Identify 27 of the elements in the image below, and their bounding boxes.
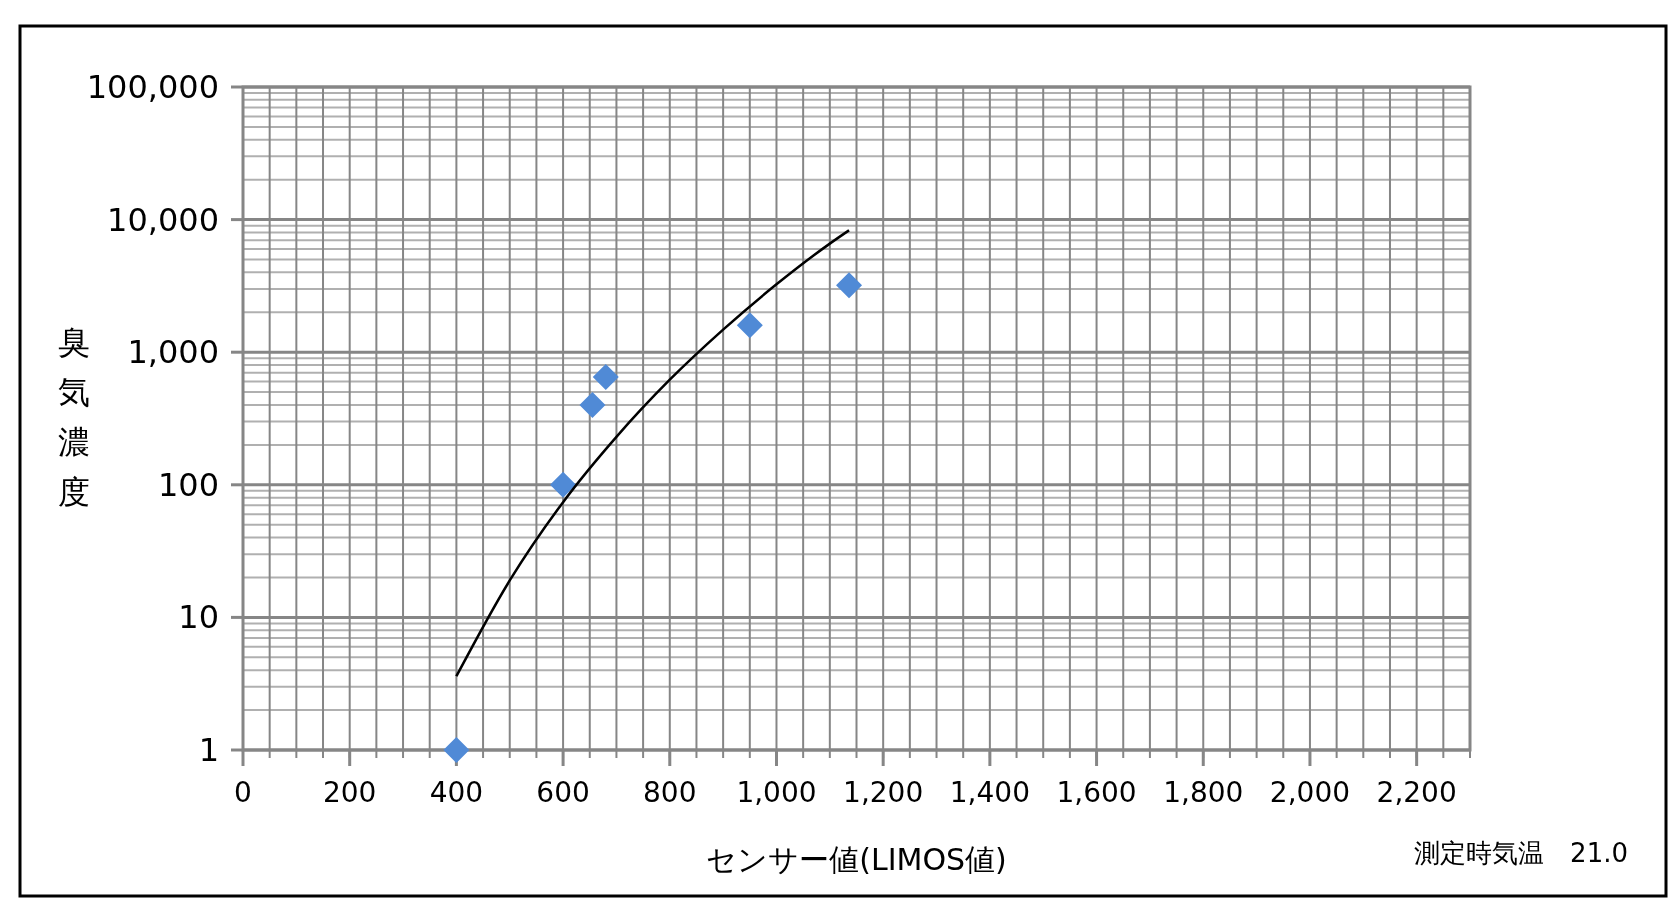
x-tick-label: 2,200	[1376, 776, 1457, 809]
x-tick-label: 0	[234, 776, 252, 809]
point	[736, 312, 763, 339]
y-tick-label: 10	[178, 598, 219, 637]
point	[579, 391, 606, 418]
x-tick-label: 200	[322, 776, 377, 809]
x-tick-label: 1,400	[949, 776, 1030, 809]
x-tick-label: 1,200	[843, 776, 924, 809]
point	[836, 272, 863, 299]
y-tick-label: 10,000	[107, 200, 219, 239]
x-tick-label: 1,600	[1056, 776, 1137, 809]
y-tick-label: 100,000	[86, 68, 219, 106]
x-tick-label: 1,000	[736, 776, 817, 809]
y-tick-label: 1	[198, 731, 219, 769]
x-tick-label: 1,800	[1163, 776, 1244, 809]
x-tick-label: 800	[643, 776, 697, 809]
text: 測定時気温 21.0	[1414, 838, 1628, 868]
x-tick-label: 400	[429, 776, 484, 809]
line-series	[455, 229, 851, 678]
point	[550, 471, 577, 498]
y-tick-label: 100	[157, 465, 219, 504]
x-axis-title: センサー値(LIMOS値)	[706, 842, 1007, 877]
point	[592, 364, 619, 391]
y-axis-title: 臭気濃度	[58, 323, 90, 511]
x-tick-label: 2,000	[1269, 776, 1351, 809]
y-tick-label: 1,000	[127, 333, 219, 372]
x-tick-label: 600	[536, 776, 590, 809]
